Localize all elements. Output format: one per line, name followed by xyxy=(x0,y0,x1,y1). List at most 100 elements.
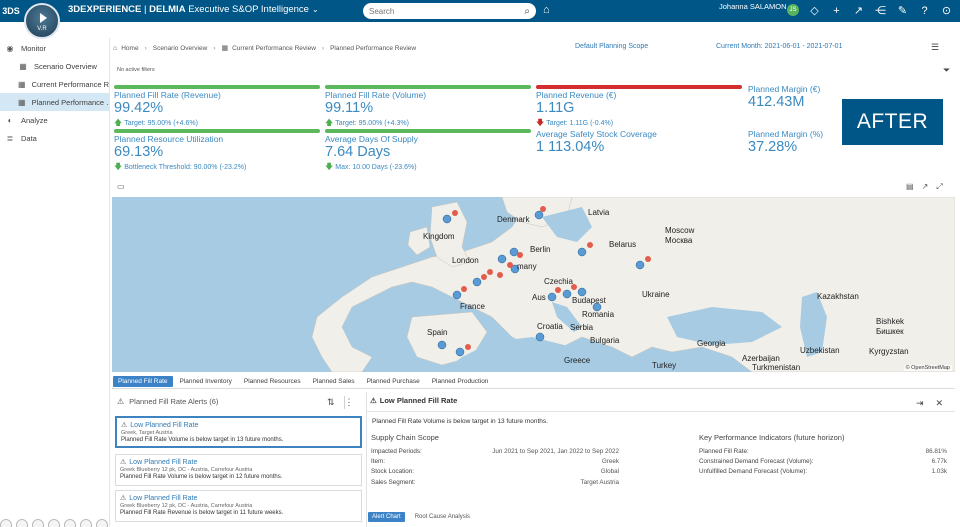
tab-planned-fill-rate[interactable]: Planned Fill Rate xyxy=(113,376,173,387)
alert-title: Low Planned Fill Rate xyxy=(129,458,198,466)
pager-dot[interactable] xyxy=(96,519,108,527)
pager-dot[interactable] xyxy=(48,519,60,527)
app-title[interactable]: 3DEXPERIENCE | DELMIA Executive S&OP Int… xyxy=(68,4,319,15)
chevron-down-icon[interactable]: ⌄ xyxy=(311,5,319,14)
pager-dot[interactable] xyxy=(0,519,12,527)
export-icon[interactable]: ⇥ xyxy=(916,398,924,408)
breadcrumb-scenario-overview[interactable]: Scenario Overview xyxy=(152,44,208,52)
map-label: Greece xyxy=(564,356,591,365)
tab-alert-chart[interactable]: Alert Chart xyxy=(368,512,405,522)
kpi-fill-rate-revenue[interactable]: Planned Fill Rate (Revenue) 99.42% 🡅 Targ… xyxy=(114,85,320,131)
network-icon[interactable]: ⋲ xyxy=(875,5,886,17)
alert-card[interactable]: ⚠ Low Planned Fill Rate Greek Blueberry 1… xyxy=(115,454,362,486)
breadcrumb-home[interactable]: Home xyxy=(121,44,139,52)
user-name[interactable]: Johanna SALAMON xyxy=(719,2,787,11)
tab-planned-sales[interactable]: Planned Sales xyxy=(312,378,355,385)
tools-icon[interactable]: ✎ xyxy=(897,5,908,17)
breadcrumb-planned-performance: Planned Performance Review xyxy=(330,44,417,52)
kpi-row: Unfulfilled Demand Forecast (Volume): 1.0… xyxy=(699,468,947,475)
sidebar-item-scenario-overview[interactable]: ▦ Scenario Overview xyxy=(0,57,109,75)
3ds-logo-icon[interactable]: 3DS xyxy=(2,6,20,16)
tab-planned-resources[interactable]: Planned Resources xyxy=(243,378,301,385)
more-options-icon[interactable]: ⋮ xyxy=(344,397,354,407)
sidebar: ◉ Monitor ▦ Scenario Overview ▦ Current … xyxy=(0,38,110,527)
alert-description: Planned Fill Rate Revenue is below targe… xyxy=(120,510,284,516)
europe-map[interactable]: Latvia Moscow Москва Belarus Berlin Lond… xyxy=(112,197,955,372)
sidebar-item-monitor[interactable]: ◉ Monitor xyxy=(0,39,109,57)
tag-icon[interactable]: ⌂ xyxy=(543,4,550,16)
user-menu-icon[interactable]: ⊙ xyxy=(941,5,952,17)
planning-scope-link[interactable]: Default Planning Scope xyxy=(575,43,649,50)
bookmark-icon[interactable]: ◇ xyxy=(810,5,819,17)
cluster-badge xyxy=(555,287,561,293)
map-label: Kazakhstan xyxy=(817,292,859,301)
search-icon[interactable]: ⌕ xyxy=(524,5,530,17)
scope-key: Sales Segment: xyxy=(371,479,416,486)
grid-icon: ▦ xyxy=(19,61,27,71)
sidebar-item-analyze[interactable]: ◐ Analyze xyxy=(0,111,109,129)
hamburger-menu-icon[interactable]: ☰ xyxy=(931,42,940,52)
compass-version: V.R xyxy=(37,26,47,32)
current-month-link[interactable]: Current Month: 2021-06-01 - 2021-07-01 xyxy=(716,43,843,50)
search-bar[interactable]: ⌕ xyxy=(363,3,536,19)
search-input[interactable] xyxy=(369,6,525,16)
warning-icon: ⚠ xyxy=(120,459,127,466)
kpi-key: Unfulfilled Demand Forecast (Volume): xyxy=(699,468,808,475)
home-icon[interactable]: ⌂ xyxy=(113,44,118,52)
map-label: Москва xyxy=(665,236,693,245)
kpi-fill-rate-volume[interactable]: Planned Fill Rate (Volume) 99.11% 🡅 Targe… xyxy=(325,85,531,131)
share-icon[interactable]: ↗ xyxy=(921,182,929,191)
filter-icon[interactable]: ⏷ xyxy=(943,65,951,75)
alert-card[interactable]: ⚠ Low Planned Fill Rate Greek, Target Aus… xyxy=(115,416,362,448)
tab-planned-inventory[interactable]: Planned Inventory xyxy=(179,378,232,385)
breadcrumb-current-performance[interactable]: Current Performance Review xyxy=(232,44,316,52)
kpi-status-bar xyxy=(114,129,320,133)
kpi-title: Average Days Of Supply xyxy=(325,134,418,144)
tab-planned-purchase[interactable]: Planned Purchase xyxy=(366,378,420,385)
sidebar-item-label: Data xyxy=(21,133,37,143)
sidebar-item-label: Analyze xyxy=(21,115,48,125)
pager-dot[interactable] xyxy=(32,519,44,527)
map-label: Romania xyxy=(582,310,615,319)
map-label: Bulgaria xyxy=(590,336,620,345)
avatar[interactable]: JS xyxy=(787,4,799,16)
fullscreen-icon[interactable]: ⤢ xyxy=(936,182,943,191)
tab-root-cause-analysis[interactable]: Root Cause Analysis xyxy=(414,514,471,520)
kpi-title: Planned Margin (€) xyxy=(748,84,821,94)
scope-row: Item: Greek xyxy=(371,458,619,465)
pager-dot[interactable] xyxy=(80,519,92,527)
cluster-badge xyxy=(517,252,523,258)
layout-icon[interactable]: ▤ xyxy=(906,182,914,191)
help-icon[interactable]: ? xyxy=(921,4,928,17)
cluster-badge xyxy=(487,269,493,275)
cluster-badge xyxy=(507,262,513,268)
sort-icon[interactable]: ⇅ xyxy=(327,397,335,407)
close-icon[interactable]: ✕ xyxy=(935,398,944,408)
add-icon[interactable]: + xyxy=(833,4,840,17)
kpi-resource-utilization[interactable]: Planned Resource Utilization 69.13% 🡇 Bot… xyxy=(114,129,320,175)
map-pin xyxy=(547,292,557,302)
kpi-planned-margin-eur[interactable]: Planned Margin (€) 412.43M xyxy=(748,84,838,110)
sidebar-item-current-performance[interactable]: ▦ Current Performance R... xyxy=(0,75,109,93)
kpi-planned-margin-pct[interactable]: Planned Margin (%) 37.28% xyxy=(748,129,838,155)
kpi-safety-stock-coverage[interactable]: Average Safety Stock Coverage 1 113.04% xyxy=(536,129,742,155)
sidebar-item-data[interactable]: ≣ Data xyxy=(0,129,109,147)
map-attribution[interactable]: © OpenStreetMap xyxy=(903,365,952,371)
footer-pager xyxy=(0,519,108,527)
map-label: Azerbaijan xyxy=(742,354,780,363)
pager-dot[interactable] xyxy=(64,519,76,527)
category-tabs: Planned Fill Rate Planned Inventory Plan… xyxy=(113,376,493,387)
mediterranean xyxy=(442,337,692,372)
kpi-planned-revenue[interactable]: Planned Revenue (€) 1.11G 🡇 Target: 1.11G… xyxy=(536,85,742,131)
sidebar-item-planned-performance[interactable]: ▦ Planned Performance ... xyxy=(0,93,109,111)
compass-widget[interactable]: V.R xyxy=(24,3,60,39)
kpi-days-of-supply[interactable]: Average Days Of Supply 7.64 Days 🡇 Max: 1… xyxy=(325,129,531,175)
chart-icon: ◐ xyxy=(7,115,13,125)
pager-dot[interactable] xyxy=(16,519,28,527)
arrow-down-icon: 🡇 xyxy=(536,118,545,127)
map-icon[interactable]: ▭ xyxy=(117,182,125,191)
share-icon[interactable]: ↗ xyxy=(853,5,864,17)
grid-icon: ▦ xyxy=(18,79,26,89)
tab-planned-production[interactable]: Planned Production xyxy=(431,378,489,385)
alert-card[interactable]: ⚠ Low Planned Fill Rate Greek Blueberry 1… xyxy=(115,490,362,522)
